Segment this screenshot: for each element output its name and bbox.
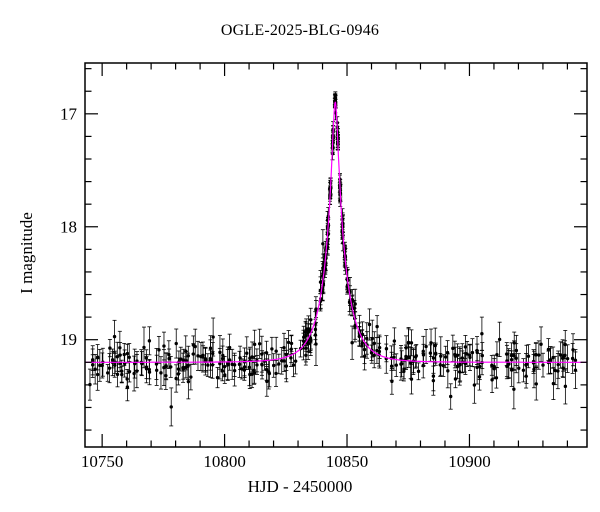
y-axis-label: I magnitude xyxy=(17,212,36,294)
svg-text:10750: 10750 xyxy=(81,452,124,471)
chart-title: OGLE-2025-BLG-0946 xyxy=(220,22,380,39)
svg-text:18: 18 xyxy=(60,217,77,236)
svg-text:10800: 10800 xyxy=(203,452,246,471)
x-axis-label: HJD - 2450000 xyxy=(247,477,353,496)
svg-text:19: 19 xyxy=(60,330,77,349)
svg-text:17: 17 xyxy=(60,104,78,123)
svg-text:10900: 10900 xyxy=(448,452,491,471)
svg-text:10850: 10850 xyxy=(326,452,369,471)
